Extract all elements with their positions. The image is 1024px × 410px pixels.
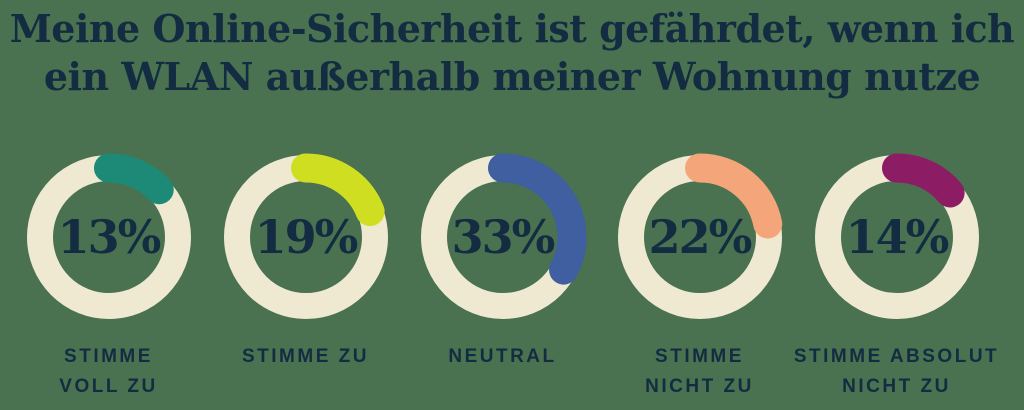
donut-arc	[222, 153, 389, 321]
donut-label: STIMME ZU	[242, 342, 369, 372]
chart-title-line2: ein WLAN außerhalb meiner Wohnung nutze	[43, 54, 981, 99]
chart-title-line1: Meine Online-Sicherheit ist gefährdet, w…	[9, 6, 1015, 51]
donut-label-line: VOLL ZU	[59, 376, 158, 397]
donut-label: STIMME NICHT ZU	[645, 342, 754, 402]
donut-ring: 13%	[24, 152, 194, 322]
donut-percentage: 13%	[57, 210, 162, 264]
donut-label: STIMME ABSOLUT NICHT ZU	[794, 342, 999, 402]
donut-label-line: NEUTRAL	[448, 346, 557, 367]
donut-percentage: 33%	[451, 210, 556, 264]
donut-chart: 13% STIMME VOLL ZU	[10, 152, 207, 402]
donut-chart: 22% STIMME NICHT ZU	[601, 152, 798, 402]
donut-svg	[813, 153, 980, 321]
donut-ring: 14%	[812, 152, 982, 322]
donut-ring: 33%	[418, 152, 588, 322]
donut-label-line: NICHT ZU	[645, 376, 754, 397]
donut-percentage: 14%	[845, 210, 950, 264]
donut-label-line: STIMME ABSOLUT	[793, 346, 1000, 367]
donut-arc	[419, 153, 586, 321]
donut-chart: 14% STIMME ABSOLUT NICHT ZU	[794, 152, 997, 402]
donut-arc	[616, 153, 783, 321]
donut-label-line: STIMME	[64, 346, 153, 367]
donut-ring: 22%	[615, 152, 785, 322]
donut-label-line: NICHT ZU	[842, 376, 951, 397]
donut-arc	[813, 153, 980, 321]
donut-svg	[222, 153, 389, 321]
donut-svg	[616, 153, 783, 321]
donut-label-line: STIMME ZU	[242, 346, 369, 367]
donut-label-line: STIMME	[655, 346, 744, 367]
donut-percentage: 22%	[648, 210, 753, 264]
donut-label: STIMME VOLL ZU	[59, 342, 157, 402]
donut-chart: 33% NEUTRAL	[404, 152, 601, 402]
donut-label: NEUTRAL	[448, 342, 556, 372]
donut-chart: 19% STIMME ZU	[207, 152, 404, 402]
donut-charts-row: 13% STIMME VOLL ZU 19% STIMME ZU 33% NEUT…	[0, 152, 1024, 402]
donut-svg	[419, 153, 586, 321]
donut-ring: 19%	[221, 152, 391, 322]
chart-title: Meine Online-Sicherheit ist gefährdet, w…	[0, 0, 1024, 101]
donut-svg	[25, 153, 192, 321]
donut-percentage: 19%	[254, 210, 359, 264]
donut-arc	[25, 153, 192, 321]
